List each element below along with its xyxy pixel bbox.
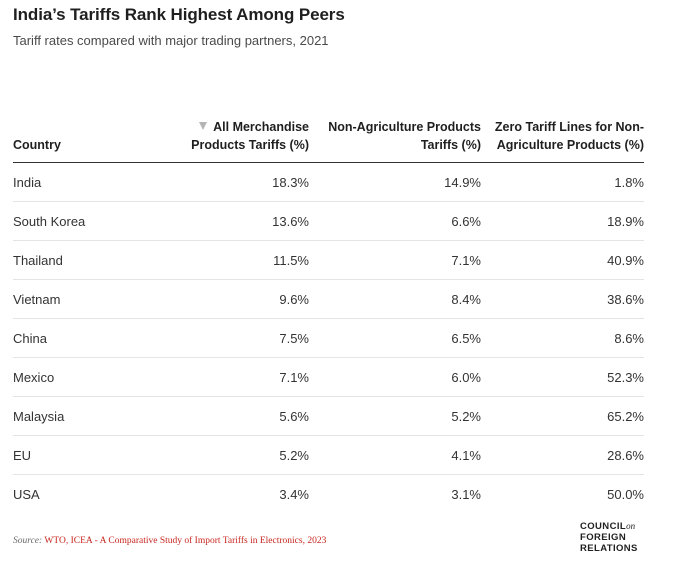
- table-row: Malaysia 5.6% 5.2% 65.2%: [13, 396, 644, 436]
- cell-non-agriculture: 8.4%: [309, 279, 481, 319]
- table-row: Mexico 7.1% 6.0% 52.3%: [13, 357, 644, 397]
- triangle-down-icon: [199, 122, 208, 130]
- cell-zero-tariff-lines: 1.8%: [481, 162, 644, 202]
- cell-zero-tariff-lines: 18.9%: [481, 201, 644, 241]
- logo-line-foreign: FOREIGN: [580, 532, 627, 543]
- cell-non-agriculture: 6.6%: [309, 201, 481, 241]
- tariff-table: Country All Merchandise Products Tariffs…: [13, 92, 644, 513]
- cfr-logo: COUNCILon FOREIGN RELATIONS: [580, 521, 638, 554]
- table-row: Thailand 11.5% 7.1% 40.9%: [13, 240, 644, 280]
- logo-line-relations: RELATIONS: [580, 543, 638, 554]
- source-label: Source:: [13, 536, 43, 546]
- cell-country: Malaysia: [13, 396, 153, 436]
- table-row: EU 5.2% 4.1% 28.6%: [13, 435, 644, 475]
- cell-country: China: [13, 318, 153, 358]
- cell-non-agriculture: 5.2%: [309, 396, 481, 436]
- column-header-all-merchandise[interactable]: All Merchandise Products Tariffs (%): [153, 92, 309, 163]
- cell-non-agriculture: 4.1%: [309, 435, 481, 475]
- cell-all-merchandise: 9.6%: [153, 279, 309, 319]
- page-title: India’s Tariffs Rank Highest Among Peers: [13, 5, 345, 24]
- cell-all-merchandise: 7.1%: [153, 357, 309, 397]
- column-header-zero-tariff-lines[interactable]: Zero Tariff Lines for Non-Agriculture Pr…: [481, 92, 644, 163]
- table-row: China 7.5% 6.5% 8.6%: [13, 318, 644, 358]
- cell-zero-tariff-lines: 52.3%: [481, 357, 644, 397]
- cell-non-agriculture: 6.0%: [309, 357, 481, 397]
- table-row: USA 3.4% 3.1% 50.0%: [13, 475, 644, 514]
- page-subtitle: Tariff rates compared with major trading…: [13, 33, 329, 48]
- cell-zero-tariff-lines: 50.0%: [607, 486, 644, 502]
- cell-non-agriculture: 3.1%: [451, 486, 481, 502]
- cell-country: Mexico: [13, 357, 153, 397]
- table-body: India 18.3% 14.9% 1.8% South Korea 13.6% 6.6% 1…: [13, 162, 644, 514]
- cell-country: EU: [13, 435, 153, 475]
- column-header-country[interactable]: Country: [13, 92, 153, 163]
- cell-all-merchandise: 5.6%: [153, 396, 309, 436]
- logo-line-council: COUNCIL: [580, 521, 627, 532]
- cell-all-merchandise: 7.5%: [153, 318, 309, 358]
- cell-zero-tariff-lines: 65.2%: [481, 396, 644, 436]
- cell-zero-tariff-lines: 8.6%: [481, 318, 644, 358]
- table-row: South Korea 13.6% 6.6% 18.9%: [13, 201, 644, 241]
- cell-all-merchandise: 5.2%: [153, 435, 309, 475]
- cell-zero-tariff-lines: 38.6%: [481, 279, 644, 319]
- cell-country: Thailand: [13, 240, 153, 280]
- table-header-row: Country All Merchandise Products Tariffs…: [13, 92, 644, 163]
- cell-country: India: [13, 162, 153, 202]
- table-row: India 18.3% 14.9% 1.8%: [13, 162, 644, 202]
- source-note: Source: WTO, ICEA - A Comparative Study …: [13, 536, 326, 546]
- table-row: Vietnam 9.6% 8.4% 38.6%: [13, 279, 644, 319]
- column-header-non-agriculture[interactable]: Non-Agriculture Products Tariffs (%): [309, 92, 481, 163]
- cell-all-merchandise: 3.4%: [279, 486, 309, 502]
- cell-country: Vietnam: [13, 279, 153, 319]
- cell-country: South Korea: [13, 201, 153, 241]
- cell-all-merchandise: 18.3%: [153, 162, 309, 202]
- cell-zero-tariff-lines: 40.9%: [481, 240, 644, 280]
- cell-all-merchandise: 13.6%: [153, 201, 309, 241]
- cell-all-merchandise: 11.5%: [153, 240, 309, 280]
- logo-on: on: [626, 521, 636, 531]
- cell-non-agriculture: 7.1%: [309, 240, 481, 280]
- source-text: WTO, ICEA - A Comparative Study of Impor…: [44, 536, 327, 546]
- cell-non-agriculture: 6.5%: [309, 318, 481, 358]
- column-header-label: All Merchandise Products Tariffs (%): [191, 120, 309, 152]
- cell-zero-tariff-lines: 28.6%: [481, 435, 644, 475]
- cell-country: USA: [13, 486, 40, 502]
- cell-non-agriculture: 14.9%: [309, 162, 481, 202]
